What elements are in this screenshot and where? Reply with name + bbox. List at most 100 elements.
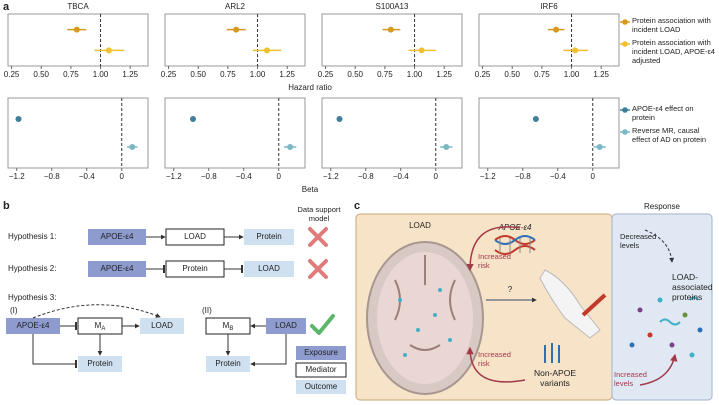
legend-outcome	[296, 380, 346, 394]
exposure-box	[88, 261, 146, 277]
node: LOAD	[151, 321, 173, 330]
legend-mediator	[295, 362, 347, 378]
protein-dots	[629, 296, 703, 358]
x-tick-label: 0.25	[475, 70, 491, 79]
outcome-box	[244, 229, 294, 245]
legend-text: Mediator	[305, 365, 336, 374]
node: APOE-ε4	[17, 321, 50, 330]
point	[129, 144, 136, 150]
x-tick-label: 0.25	[161, 70, 177, 79]
check	[310, 314, 335, 335]
x-tick-label: −0.4	[79, 172, 95, 181]
x-tick-label: 1.25	[122, 70, 138, 79]
box-title: Response	[644, 202, 681, 211]
plot-frame	[478, 13, 620, 67]
legend-marker	[622, 19, 628, 25]
x-tick-label: 0.50	[33, 70, 49, 79]
x-tick-label: −0.4	[550, 172, 566, 181]
brain-inner	[377, 252, 473, 384]
question: ?	[508, 285, 513, 294]
dashed-arrow	[32, 304, 161, 319]
x-tick-label: 0.75	[377, 70, 393, 79]
node: MA	[95, 321, 106, 331]
x-tick-label: 0.50	[190, 70, 206, 79]
x-tick-label: −1.2	[166, 172, 182, 181]
hypothesis-label: Hypothesis 1:	[8, 232, 56, 241]
x-axis-label: Hazard ratio	[288, 83, 332, 92]
outcome-box	[206, 356, 250, 372]
risk-arrow	[466, 346, 526, 383]
chromosome-icon	[544, 343, 560, 363]
plot-frame	[478, 97, 620, 169]
legend-text: Protein association with incident LOAD, …	[632, 38, 715, 65]
x-tick-label: −0.4	[236, 172, 252, 181]
cross	[308, 259, 328, 279]
x-tick-label: 0.75	[220, 70, 236, 79]
panel-label: c	[354, 200, 360, 212]
variants-label: Non-APOE variants	[533, 368, 577, 388]
point	[105, 47, 112, 54]
model-label: (II)	[202, 306, 212, 315]
x-tick-label: 0	[120, 172, 125, 181]
legend-marker	[622, 129, 628, 135]
panel-label: a	[3, 1, 10, 13]
brain-proteins	[398, 288, 452, 357]
legend-exposure	[296, 346, 346, 360]
x-tick-label: 1.00	[250, 70, 266, 79]
proteins-label: LOAD-associated proteins	[672, 272, 713, 302]
panel-b: b Hypothesis 1: APOE-ε4 LOAD Protein Hyp…	[3, 200, 347, 394]
node: Protein	[87, 359, 112, 368]
x-tick-label: 0	[434, 172, 439, 181]
arrow	[250, 334, 287, 367]
node: MB	[223, 321, 234, 331]
point	[336, 116, 343, 122]
x-tick-label: −0.8	[358, 172, 374, 181]
decrease-label: Decreased levels	[620, 232, 657, 250]
node-text: M	[95, 321, 102, 330]
node-sub: B	[229, 326, 233, 332]
x-tick-label: −1.2	[480, 172, 496, 181]
dna-rungs	[499, 238, 531, 253]
node: APOE-ε4	[101, 232, 134, 241]
legend-text: Outcome	[305, 382, 338, 391]
exposure-box	[6, 318, 60, 334]
x-tick-label: −0.4	[393, 172, 409, 181]
point	[418, 47, 425, 54]
point	[572, 47, 579, 54]
node: LOAD	[275, 321, 297, 330]
node: Protein	[182, 264, 207, 273]
panel-label: b	[3, 200, 10, 212]
node: LOAD	[258, 264, 280, 273]
point	[596, 144, 603, 150]
arm	[539, 269, 601, 339]
node: APOE-ε4	[101, 264, 134, 273]
point	[73, 26, 80, 33]
x-tick-label: 0.25	[318, 70, 334, 79]
x-tick-label: 1.25	[593, 70, 609, 79]
legend-text: APOE-ε4 effect on protein	[632, 104, 694, 122]
x-tick-label: −0.8	[44, 172, 60, 181]
point	[190, 116, 196, 122]
panel-c: c LOAD Response APOE-ε4 ?	[354, 200, 713, 401]
x-tick-label: 0	[591, 172, 596, 181]
x-tick-label: 1.25	[436, 70, 452, 79]
x-tick-label: −1.2	[323, 172, 339, 181]
x-tick-label: −0.8	[201, 172, 217, 181]
plot-frame	[164, 13, 306, 67]
x-tick-label: −0.8	[515, 172, 531, 181]
point	[287, 144, 294, 150]
x-tick-label: 1.25	[279, 70, 295, 79]
point	[15, 116, 22, 122]
outcome-box	[78, 356, 122, 372]
point	[233, 26, 240, 33]
chart-title: IRF6	[540, 2, 558, 11]
x-tick-label: 0.75	[63, 70, 79, 79]
blood-tube	[581, 293, 607, 317]
node: Protein	[215, 359, 240, 368]
x-tick-label: 1.00	[407, 70, 423, 79]
outcome-box	[244, 261, 294, 277]
legend-marker	[622, 107, 628, 113]
point	[387, 26, 394, 33]
point	[264, 47, 271, 54]
